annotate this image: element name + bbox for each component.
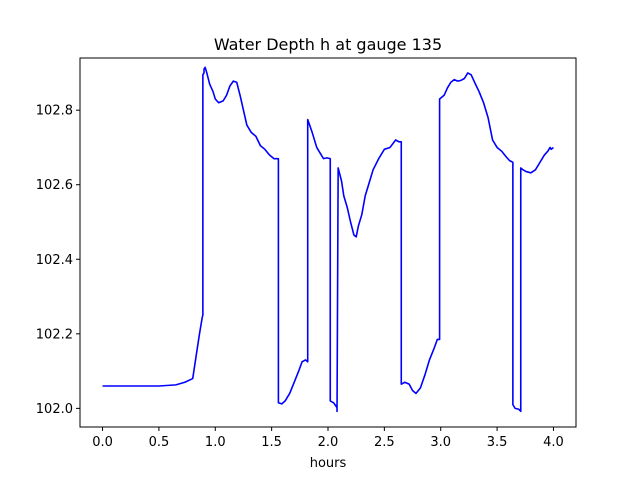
chart-title: Water Depth h at gauge 135 (214, 35, 442, 54)
y-tick-label: 102.2 (36, 327, 73, 342)
plot-frame (79, 57, 577, 428)
x-tick-label: 4.0 (543, 435, 564, 450)
x-axis-label: hours (310, 456, 347, 471)
x-tick-label: 2.5 (374, 435, 395, 450)
x-tick-label: 0.5 (149, 435, 170, 450)
y-tick-label: 102.0 (36, 402, 73, 417)
y-tick-label: 102.6 (36, 178, 73, 193)
x-tick-label: 1.5 (261, 435, 282, 450)
x-tick-label: 1.0 (205, 435, 226, 450)
series-line-0 (102, 66, 554, 413)
plot-area (102, 66, 554, 413)
x-axis: 0.0 0.5 1.0 1.5 2.0 2.5 3.0 3.5 4.0 (92, 427, 564, 450)
x-tick-label: 3.0 (430, 435, 451, 450)
y-axis: 102.0 102.2 102.4 102.6 102.8 (36, 104, 80, 417)
y-tick-label: 102.8 (36, 104, 73, 119)
x-tick-label: 3.5 (487, 435, 508, 450)
y-tick-label: 102.4 (36, 253, 73, 268)
x-tick-label: 2.0 (318, 435, 339, 450)
x-tick-label: 0.0 (92, 435, 113, 450)
